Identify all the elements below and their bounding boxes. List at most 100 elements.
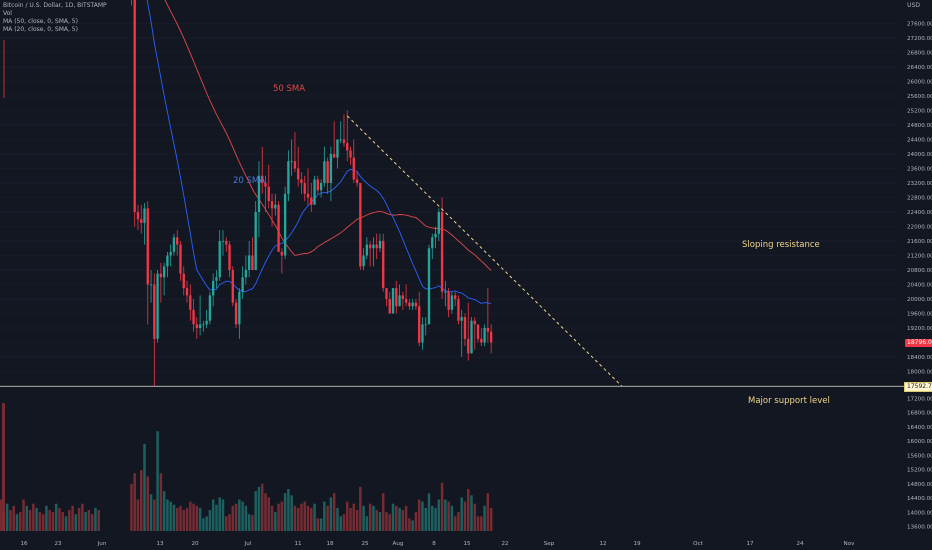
volume-bar <box>28 510 32 531</box>
price-tick-label: 16800.00 <box>907 411 932 417</box>
volume-bar <box>202 518 205 531</box>
candle-body <box>437 212 440 234</box>
candle <box>198 295 202 336</box>
time-tick-label: Sep <box>544 541 555 547</box>
candle-body <box>431 237 434 249</box>
candle <box>450 291 454 314</box>
candle-body <box>447 291 450 310</box>
candle <box>336 139 339 169</box>
candle <box>189 284 192 321</box>
candle-body <box>198 324 202 328</box>
candle <box>303 175 306 202</box>
time-tick-label: 11 <box>294 541 302 547</box>
volume-bar <box>218 497 221 531</box>
volume-bar <box>434 507 437 531</box>
volume-bar <box>12 505 15 531</box>
price-tick-label: 14000.00 <box>907 510 932 516</box>
candle-body <box>244 270 248 278</box>
candle <box>382 233 385 292</box>
price-tick-label: 13600.00 <box>907 525 932 531</box>
candle <box>212 273 215 307</box>
candle-body <box>205 320 208 325</box>
candle <box>254 201 257 270</box>
candle <box>411 299 414 310</box>
volume-bar <box>336 507 339 531</box>
price-tick-label: 18000.00 <box>907 370 932 376</box>
candle-body <box>349 150 352 158</box>
volume-bar <box>146 476 150 531</box>
candle <box>440 197 444 299</box>
candle-body <box>270 201 274 209</box>
candles <box>131 0 493 386</box>
volume-bar <box>130 483 133 531</box>
volume-bar <box>41 514 45 531</box>
candle-body <box>388 299 391 314</box>
volume-bar <box>247 514 251 531</box>
volume-bar <box>378 512 382 531</box>
candle-body <box>391 288 395 314</box>
candle <box>463 313 467 347</box>
candle-body <box>319 183 323 191</box>
candle <box>179 241 182 281</box>
volume-bar <box>221 499 225 531</box>
candle-body <box>146 208 149 285</box>
volume-bar <box>316 518 320 531</box>
time-tick-label: Nov <box>844 541 856 547</box>
candle-body <box>185 288 189 296</box>
volume-bar <box>437 499 441 531</box>
candle-body <box>159 273 163 278</box>
price-tick-label: 21200.00 <box>907 254 932 260</box>
volume-bar <box>139 470 143 531</box>
volume-bar <box>447 501 450 531</box>
price-tick-label: 14800.00 <box>907 482 932 488</box>
volume-bar <box>54 503 58 531</box>
candle-body <box>440 212 444 292</box>
candle <box>470 317 473 354</box>
candle-body <box>395 288 398 307</box>
volume-bar <box>326 505 329 531</box>
candle-body <box>195 324 199 328</box>
candle-body <box>483 328 486 343</box>
candle <box>166 251 169 278</box>
candle-body <box>267 186 270 202</box>
volume-bar <box>274 512 277 531</box>
candle-body <box>352 157 355 180</box>
price-tick-label: 26000.00 <box>907 80 932 86</box>
candle <box>473 317 476 350</box>
volume-bar <box>97 510 100 531</box>
price-tick-label: 16000.00 <box>907 439 932 445</box>
candle <box>418 291 421 347</box>
candle-body <box>208 295 212 321</box>
candle <box>264 175 267 212</box>
candle-body <box>342 139 346 144</box>
volume-bar <box>45 505 48 531</box>
candle-body <box>411 302 414 307</box>
candle-body <box>189 295 192 310</box>
price-tick-label: 20400.00 <box>907 283 932 289</box>
legend-volume: Vol <box>3 10 12 17</box>
volume-bar <box>195 505 199 531</box>
candle <box>355 172 359 187</box>
volume-bar <box>156 431 159 531</box>
volume-bar <box>401 510 405 531</box>
volume-bar <box>352 503 356 531</box>
annotation-50-sma: 50 SMA <box>273 84 305 94</box>
candle-body <box>460 317 463 321</box>
candle <box>467 302 470 361</box>
candle-body <box>172 237 176 252</box>
candle-body <box>290 161 293 163</box>
volume-bar <box>319 518 323 531</box>
volume-bar <box>61 512 65 531</box>
volume-bar <box>169 501 172 531</box>
candle <box>215 270 218 289</box>
price-tick-label: 24400.00 <box>907 138 932 144</box>
volume-bar <box>414 512 418 531</box>
candle-body <box>336 139 339 158</box>
candle <box>352 139 355 183</box>
volume-bar <box>264 493 267 531</box>
volume-bar <box>211 499 215 531</box>
candle-body <box>251 255 254 270</box>
candle <box>460 309 463 357</box>
volume-bar <box>313 503 316 531</box>
candle <box>349 146 352 165</box>
